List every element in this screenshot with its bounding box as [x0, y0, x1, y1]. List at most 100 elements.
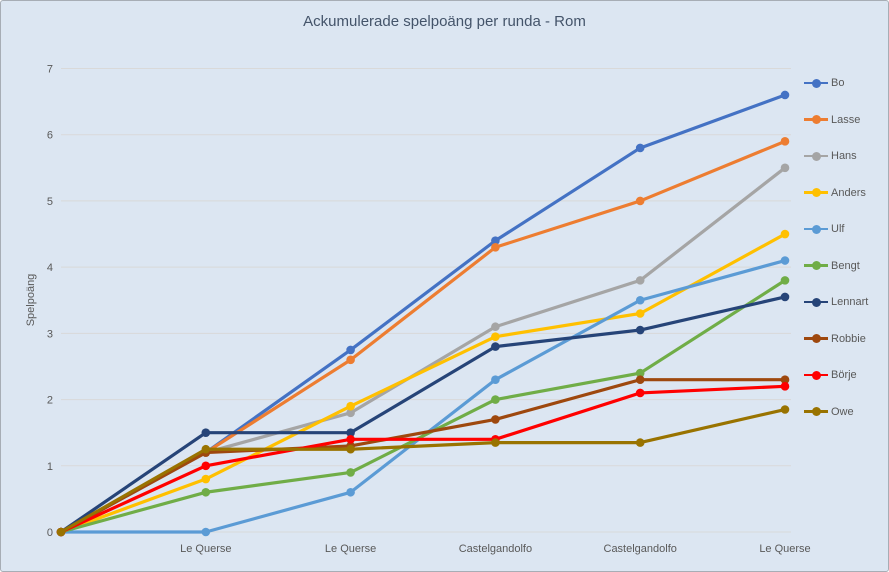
legend: Bo Lasse Hans Anders Ulf Bengt Lennart Robbie Bö… [804, 74, 868, 421]
data-point-marker [491, 415, 500, 424]
data-point-marker [201, 474, 211, 484]
legend-series-marker-icon [804, 407, 828, 416]
series-line [59, 378, 787, 534]
legend-label: Börje [831, 369, 857, 381]
data-point-marker [346, 345, 355, 355]
legend-item-robbie[interactable]: Robbie [804, 330, 868, 348]
legend-label: Robbie [831, 332, 866, 345]
data-point-marker [346, 401, 355, 411]
data-point-marker [491, 438, 500, 447]
data-point-marker [346, 435, 355, 444]
y-tick-label: 6 [47, 130, 53, 142]
x-tick-label: Le Querse [325, 543, 376, 555]
data-point-marker [635, 375, 645, 385]
data-point-marker [780, 382, 790, 391]
legend-series-marker-icon [804, 334, 828, 343]
legend-item-owe[interactable]: Owe [804, 403, 868, 421]
data-point-marker [635, 325, 645, 335]
data-point-marker [491, 375, 500, 385]
data-point-marker [491, 395, 500, 404]
legend-series-marker-icon [804, 297, 828, 307]
y-tick-label: 1 [47, 461, 53, 473]
data-point-marker [491, 322, 500, 332]
y-tick-label: 7 [47, 64, 53, 76]
data-point-marker [780, 292, 790, 302]
series-line [59, 93, 787, 534]
series-owe[interactable] [56, 405, 790, 537]
legend-series-marker-icon [804, 188, 828, 197]
data-point-marker [780, 137, 790, 146]
data-point-marker [346, 487, 355, 497]
legend-item-bo[interactable]: Bo [804, 74, 868, 92]
y-tick-label: 0 [47, 527, 53, 539]
legend-label: Bengt [831, 259, 860, 272]
data-point-marker [635, 295, 645, 305]
series-lennart[interactable] [56, 292, 790, 537]
x-tick-label: Castelgandolfo [604, 543, 677, 555]
series-line [59, 407, 787, 534]
data-point-marker [201, 461, 211, 471]
legend-series-marker-icon [804, 224, 828, 234]
data-point-marker [491, 332, 500, 341]
series-hans[interactable] [56, 163, 790, 537]
legend-label: Lennart [831, 296, 869, 308]
data-point-marker [635, 438, 645, 447]
data-point-marker [780, 229, 790, 239]
legend-series-marker-icon [804, 78, 828, 88]
y-tick-label: 2 [47, 395, 53, 407]
y-tick-label: 3 [47, 328, 53, 340]
data-point-marker [201, 428, 211, 437]
data-point-marker [346, 468, 355, 477]
legend-label: Lasse [831, 113, 861, 126]
legend-item-hans[interactable]: Hans [804, 147, 868, 165]
legend-series-marker-icon [804, 115, 828, 124]
legend-item-bengt[interactable]: Bengt [804, 257, 868, 275]
y-tick-label: 4 [47, 262, 53, 274]
data-point-marker [491, 342, 500, 351]
series-bengt[interactable] [56, 276, 790, 537]
data-point-marker [201, 487, 211, 497]
legend-label: Ulf [831, 223, 845, 235]
legend-series-marker-icon [804, 151, 828, 161]
legend-label: Hans [831, 150, 857, 162]
data-point-marker [635, 309, 645, 318]
legend-item-lasse[interactable]: Lasse [804, 111, 868, 129]
series-lasse[interactable] [56, 137, 790, 537]
data-point-marker [635, 276, 645, 285]
y-tick-label: 5 [47, 196, 53, 208]
legend-series-marker-icon [804, 261, 828, 270]
data-point-marker [780, 90, 790, 100]
x-tick-label: Le Querse [180, 543, 231, 555]
legend-label: Owe [831, 405, 854, 418]
legend-item-borje[interactable]: Börje [804, 366, 868, 384]
data-point-marker [635, 388, 645, 398]
series-line [59, 384, 787, 534]
data-point-marker [346, 428, 355, 437]
data-point-marker [780, 163, 790, 173]
data-point-marker [635, 196, 645, 206]
series-line [59, 278, 787, 534]
data-point-marker [780, 256, 790, 265]
legend-label: Bo [831, 77, 845, 89]
x-tick-label: Castelgandolfo [459, 543, 532, 555]
data-point-marker [635, 368, 645, 378]
data-point-marker [346, 408, 355, 418]
chart-title: Ackumulerade spelpoäng per runda - Rom [303, 13, 586, 30]
series-line [59, 232, 787, 534]
legend-item-lennart[interactable]: Lennart [804, 293, 868, 311]
x-tick-label: Le Querse [759, 543, 810, 555]
data-point-marker [346, 444, 355, 454]
series-bo[interactable] [56, 90, 790, 537]
data-point-marker [780, 375, 790, 385]
series-borje[interactable] [56, 382, 790, 537]
data-point-marker [201, 444, 211, 454]
legend-label: Anders [831, 186, 866, 199]
legend-series-marker-icon [804, 370, 828, 380]
legend-item-ulf[interactable]: Ulf [804, 220, 868, 238]
series-anders[interactable] [56, 229, 790, 537]
data-point-marker [201, 527, 211, 537]
data-point-marker [780, 405, 790, 414]
legend-item-anders[interactable]: Anders [804, 184, 868, 202]
